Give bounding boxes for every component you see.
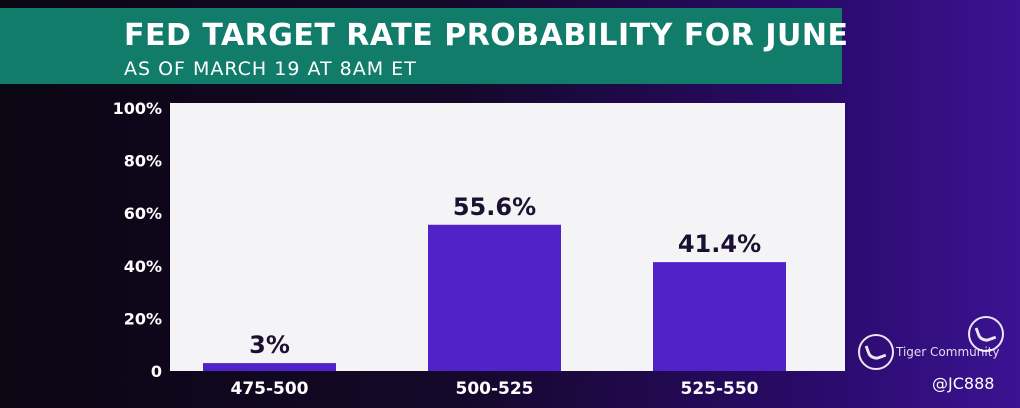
data-label: 55.6% [453, 193, 536, 221]
y-tick-label: 40% [124, 257, 162, 276]
y-tick-label: 80% [124, 152, 162, 171]
y-tick-label: 0 [151, 362, 162, 381]
y-tick-label: 100% [113, 99, 162, 118]
chart-title: FED TARGET RATE PROBABILITY FOR JUNE [124, 18, 849, 53]
tiger-logo-icon [858, 334, 894, 370]
x-tick-label: 525-550 [680, 379, 758, 399]
bar-475-500 [203, 363, 336, 371]
y-tick-label: 20% [124, 309, 162, 328]
data-label: 3% [249, 331, 290, 359]
bar-525-550 [653, 262, 786, 371]
y-tick-label: 60% [124, 204, 162, 223]
chart-subtitle: AS OF MARCH 19 AT 8AM ET [124, 58, 417, 80]
bar-500-525 [428, 224, 561, 371]
x-tick-label: 500-525 [455, 379, 533, 399]
x-tick-label: 475-500 [230, 379, 308, 399]
data-label: 41.4% [678, 230, 761, 258]
watermark-brand: Tiger Community [896, 345, 1000, 359]
watermark-handle: @JC888 [932, 374, 995, 393]
tiger-logo-icon-large [968, 316, 1004, 352]
chart-header: FED TARGET RATE PROBABILITY FOR JUNE AS … [0, 8, 848, 84]
